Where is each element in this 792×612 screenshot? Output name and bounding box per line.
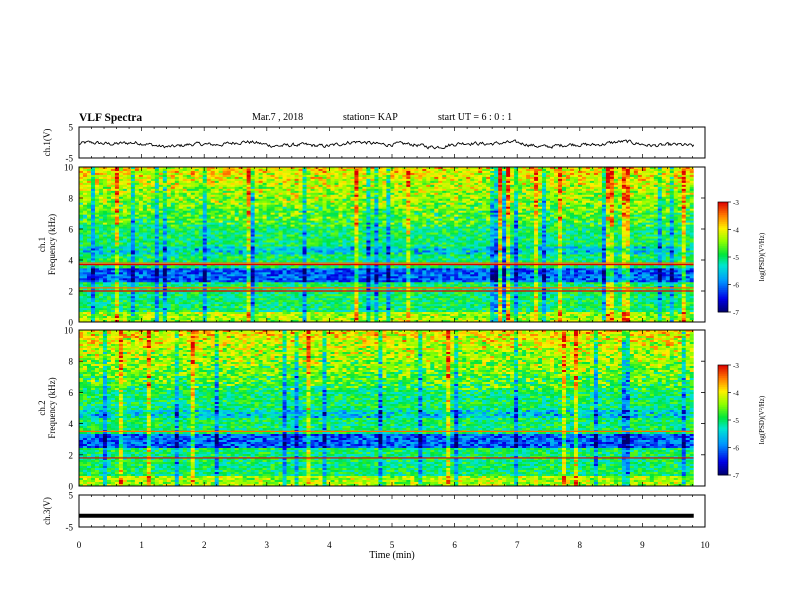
colorbar-tick-label: -6 <box>733 445 739 453</box>
ch3-waveform-ylabel: ch.3(V) <box>42 497 52 525</box>
ch2-spectrogram <box>79 330 694 486</box>
x-tick-label: 6 <box>452 540 457 550</box>
ch2-freq-tick-label: 6 <box>69 388 74 398</box>
ch1-freq-tick-label: 10 <box>64 163 74 173</box>
x-tick-label: 3 <box>265 540 270 550</box>
colorbar-label: log(PSD)(V²/Hz) <box>758 395 766 444</box>
colorbar-tick-label: -3 <box>733 362 739 370</box>
ch1-spectrogram <box>79 167 694 322</box>
ch2-freq-tick-label: 2 <box>69 450 74 460</box>
ch2-freq-tick-label: 8 <box>69 357 74 367</box>
colorbar-tick-label: -7 <box>733 472 739 480</box>
ch1-spectrogram-ylabel: Frequency (kHz) <box>47 214 57 275</box>
ch1-waveform-ylabel: ch.1(V) <box>42 129 52 157</box>
x-tick-label: 1 <box>139 540 144 550</box>
x-tick-label: 5 <box>390 540 395 550</box>
ch1-colorbar <box>718 202 728 312</box>
ch2-freq-tick-label: 4 <box>69 419 74 429</box>
x-tick-label: 8 <box>578 540 583 550</box>
colorbar-tick-label: -5 <box>733 417 739 425</box>
ch1-freq-tick-label: 8 <box>69 194 74 204</box>
ch3-waveform-frame <box>79 495 705 527</box>
x-tick-label: 7 <box>515 540 520 550</box>
ch1-freq-tick-label: 2 <box>69 287 74 297</box>
ch1-freq-tick-label: 4 <box>69 256 74 266</box>
x-tick-label: 2 <box>202 540 207 550</box>
x-tick-label: 9 <box>640 540 645 550</box>
ch2-spectrogram-ylabel: Frequency (kHz) <box>47 377 57 438</box>
colorbar-tick-label: -3 <box>733 199 739 207</box>
ch1-waveform-line <box>79 140 694 149</box>
x-tick-label: 10 <box>701 540 711 550</box>
ch2-spectrogram-ylabel: ch.2 <box>37 400 47 415</box>
colorbar-tick-label: -6 <box>733 282 739 290</box>
ch2-colorbar <box>718 365 728 475</box>
colorbar-label: log(PSD)(V²/Hz) <box>758 232 766 281</box>
colorbar-tick-label: -7 <box>733 309 739 317</box>
x-axis-label: Time (min) <box>369 550 414 561</box>
colorbar-tick-label: -4 <box>733 227 739 235</box>
vlf-figure: 5-5ch.1(V)0246810ch.1 Frequency (kHz)-3-4… <box>0 0 792 612</box>
ch1-ytick-label: 5 <box>69 123 74 133</box>
x-tick-label: 0 <box>77 540 82 550</box>
ch3-ytick-label: 5 <box>69 491 74 501</box>
colorbar-tick-label: -5 <box>733 254 739 262</box>
ch1-spectrogram-ylabel: ch.1 <box>37 237 47 252</box>
ch2-freq-tick-label: 10 <box>64 326 74 336</box>
ch3-ytick-label: -5 <box>66 523 74 533</box>
ch1-freq-tick-label: 6 <box>69 225 74 235</box>
x-tick-label: 4 <box>327 540 332 550</box>
colorbar-tick-label: -4 <box>733 390 739 398</box>
